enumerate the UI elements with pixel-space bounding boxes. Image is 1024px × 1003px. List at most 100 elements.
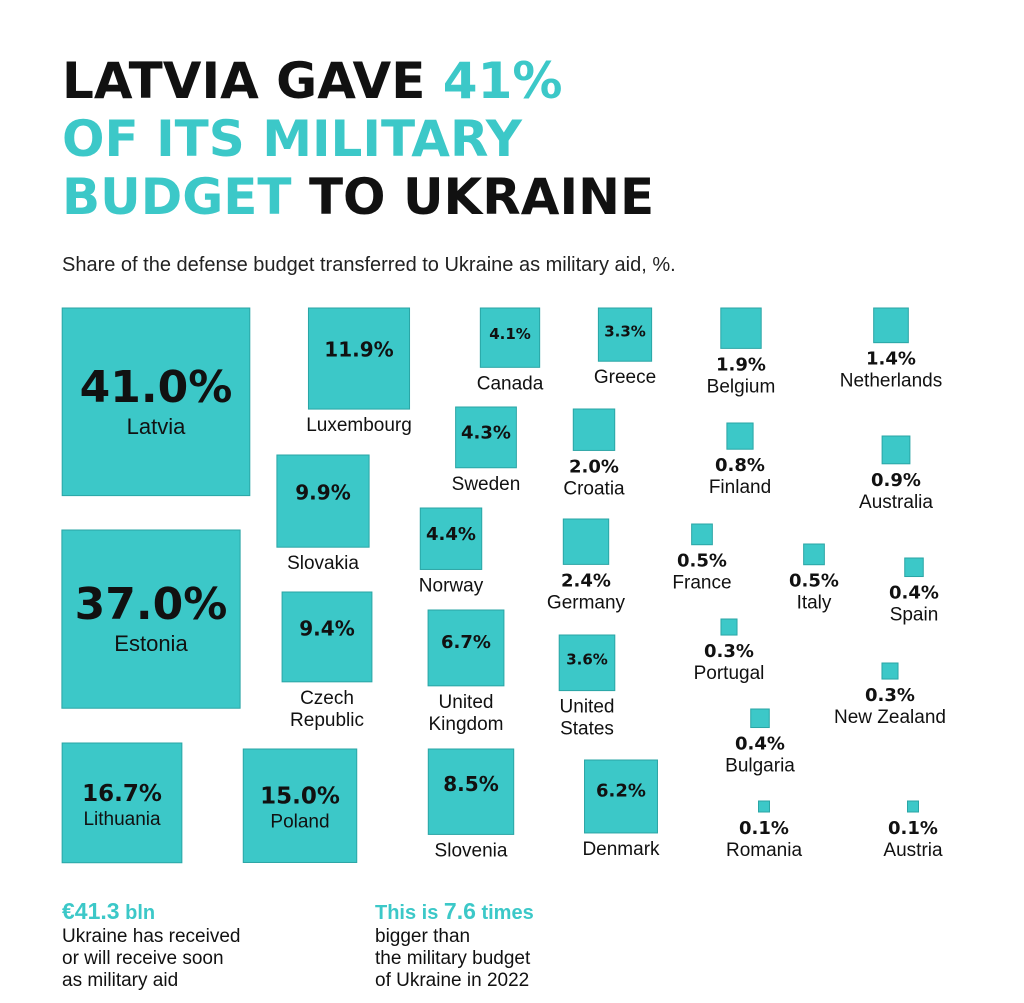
square-bulgaria (750, 708, 770, 729)
country-label: Canada (477, 373, 544, 394)
square-croatia (572, 408, 616, 451)
note-total-amount: €41.3 bln (62, 898, 240, 925)
country-label: Spain (890, 605, 939, 626)
value-label: 4.4% (426, 524, 476, 545)
country-label: Belgium (707, 376, 776, 397)
square-latvia (61, 307, 251, 497)
country-label: Italy (797, 593, 832, 614)
square-austria (907, 800, 919, 813)
square-australia (881, 435, 911, 465)
value-label: 0.9% (871, 470, 921, 491)
country-label: Kingdom (429, 714, 504, 735)
country-label: Luxembourg (306, 415, 412, 436)
square-italy (803, 543, 825, 566)
note-line: or will receive soon (62, 948, 224, 969)
country-label: Finland (709, 477, 771, 498)
value-label: 4.1% (489, 325, 531, 343)
note-amount-value: €41.3 (62, 898, 120, 924)
value-label: 6.7% (441, 632, 491, 653)
value-label: 9.9% (295, 481, 350, 505)
square-denmark (584, 759, 658, 834)
country-label: Slovenia (435, 840, 508, 861)
square-sweden (455, 406, 517, 469)
square-france (691, 523, 713, 546)
value-label: 0.1% (739, 818, 789, 839)
square-netherlands (873, 307, 909, 344)
square-luxembourg (307, 307, 411, 410)
country-label: Republic (290, 710, 364, 731)
value-label: 6.2% (596, 781, 646, 802)
country-label: Australia (859, 492, 933, 513)
country-label: Bulgaria (725, 756, 795, 777)
square-norway (419, 507, 483, 570)
country-label: Slovakia (287, 553, 359, 574)
country-label: Lithuania (83, 809, 161, 830)
value-label: 0.4% (735, 734, 785, 755)
value-label: 9.4% (299, 617, 354, 641)
country-label: Germany (547, 592, 626, 613)
country-label: Estonia (114, 631, 188, 656)
note-total-aid: €41.3 bln Ukraine has received or will r… (62, 900, 240, 992)
square-united-kingdom (427, 609, 505, 687)
title-line-2: OF ITS MILITARY (62, 110, 522, 168)
note-line: Ukraine has received (62, 926, 241, 947)
note-line: the military budget (375, 948, 531, 969)
value-label: 0.8% (715, 455, 765, 476)
country-label: Denmark (582, 839, 660, 860)
value-label: 16.7% (82, 781, 162, 807)
title-text-dark: LATVIA GAVE (62, 52, 443, 110)
square-portugal (720, 618, 738, 636)
square-spain (904, 557, 924, 578)
value-label: 3.6% (566, 650, 608, 668)
country-label: Czech (300, 688, 354, 709)
country-label: Poland (270, 812, 329, 833)
note-amount-unit: bln (119, 902, 156, 924)
square-new-zealand (881, 662, 899, 680)
note-line: as military aid (62, 970, 179, 991)
country-label: Latvia (127, 414, 186, 439)
value-label: 1.9% (716, 354, 766, 375)
square-greece (597, 307, 653, 362)
country-label: Netherlands (840, 371, 942, 392)
country-label: United (439, 692, 494, 713)
value-label: 0.4% (889, 583, 939, 604)
title-line-1: LATVIA GAVE 41% (62, 52, 962, 110)
value-label: 0.3% (704, 641, 754, 662)
square-germany (562, 518, 610, 565)
value-label: 0.1% (888, 818, 938, 839)
square-slovenia (427, 748, 515, 835)
square-belgium (720, 307, 762, 349)
note-comparison-headline: This is 7.6 times (375, 898, 534, 925)
value-label: 0.5% (789, 571, 839, 592)
country-label: France (672, 573, 731, 594)
country-label: Sweden (452, 474, 521, 495)
square-romania (758, 800, 770, 813)
country-label: New Zealand (834, 707, 946, 728)
chart-title: LATVIA GAVE 41% OF ITS MILITARY BUDGET T… (62, 52, 962, 226)
note-headline-text: This is (375, 902, 444, 924)
country-label: Portugal (694, 663, 765, 684)
note-line: bigger than (375, 926, 471, 947)
note-headline-text: times (475, 902, 534, 924)
value-label: 3.3% (604, 322, 646, 340)
country-label: Croatia (563, 478, 625, 499)
square-czech-republic (281, 591, 373, 683)
note-comparison: This is 7.6 times bigger than the milita… (375, 900, 534, 992)
square-poland (242, 748, 358, 863)
note-line: of Ukraine in 2022 (375, 970, 530, 991)
square-lithuania (61, 742, 183, 864)
square-canada (479, 307, 541, 368)
title-text-accent: BUDGET (62, 168, 292, 226)
value-label: 41.0% (80, 362, 233, 413)
country-label: United (560, 697, 615, 718)
value-label: 0.3% (865, 685, 915, 706)
value-label: 15.0% (260, 784, 340, 810)
value-label: 2.4% (561, 570, 611, 591)
value-label: 4.3% (461, 423, 511, 444)
square-slovakia (276, 454, 370, 548)
title-text-accent: 41% (442, 52, 563, 110)
square-united-states (558, 634, 616, 692)
square-estonia (61, 529, 241, 709)
note-headline-number: 7.6 (443, 898, 476, 924)
